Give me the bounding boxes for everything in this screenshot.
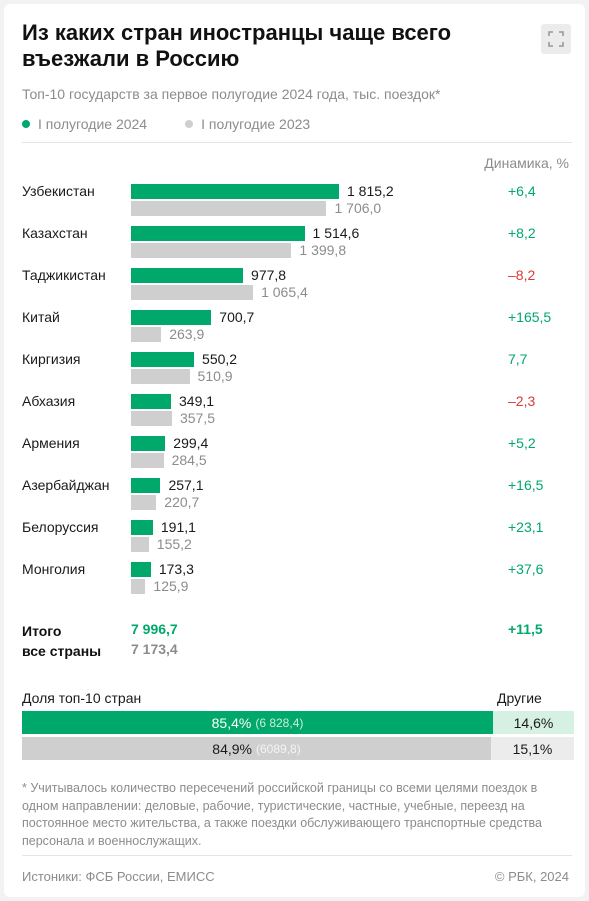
share-other-2023: 15,1%: [491, 737, 574, 760]
dynamics-value: 7,7: [508, 351, 528, 367]
share-label: Доля топ-10 стран: [22, 690, 142, 706]
bar-2023: [131, 411, 172, 426]
bar-2023: [131, 243, 292, 258]
value-label-2023: 510,9: [197, 368, 233, 384]
legend-item-2024: I полугодие 2024: [22, 116, 147, 132]
dynamics-value: +23,1: [508, 519, 544, 535]
bar-2024: [131, 184, 339, 199]
chart-title: Из каких стран иностранцы чаще всего въе…: [22, 20, 452, 71]
value-label-2024: 173,3: [158, 561, 194, 577]
legend: I полугодие 2024 I полугодие 2023: [22, 116, 310, 132]
legend-label-2024: I полугодие 2024: [38, 116, 148, 132]
share-main-abs-2024: (6 828,4): [255, 715, 304, 730]
expand-icon: [548, 31, 564, 47]
country-label: Армения: [22, 435, 80, 451]
bar-2024: [131, 562, 151, 577]
total-dynamics: +11,5: [508, 621, 543, 637]
country-label: Монголия: [22, 561, 86, 577]
share-main-2024: 85,4% (6 828,4): [22, 711, 493, 734]
bar-2023: [131, 579, 146, 594]
legend-item-2023: I полугодие 2023: [185, 116, 310, 132]
chart-card: Из каких стран иностранцы чаще всего въе…: [4, 4, 585, 897]
value-label-2023: 155,2: [156, 536, 192, 552]
dynamics-value: +8,2: [508, 225, 536, 241]
value-label-2023: 1 706,0: [334, 200, 382, 216]
others-label: Другие: [497, 690, 542, 706]
bar-2024: [131, 226, 305, 241]
country-label: Абхазия: [22, 393, 76, 409]
total-previous: 7 173,4: [131, 641, 178, 657]
value-label-2024: 550,2: [202, 351, 238, 367]
sources: Истоники: ФСБ России, ЕМИСС: [22, 869, 215, 884]
bar-2024: [131, 520, 153, 535]
value-label-2024: 1 514,6: [312, 225, 360, 241]
share-row-2023: 84,9% (6089,8) 15,1%: [22, 737, 574, 760]
value-label-2023: 1 399,8: [299, 242, 347, 258]
dynamics-value: +16,5: [508, 477, 544, 493]
country-label: Азербайджан: [22, 477, 110, 493]
share-other-pct-2023: 15,1%: [512, 740, 553, 757]
country-label: Казахстан: [22, 225, 88, 241]
value-label-2024: 1 815,2: [347, 183, 394, 199]
share-other-2024: 14,6%: [493, 711, 574, 734]
country-label: Киргизия: [22, 351, 81, 367]
value-label-2023: 357,5: [179, 410, 215, 426]
bar-2024: [131, 394, 171, 409]
share-main-pct-2023: 84,9%: [212, 740, 252, 757]
divider-bottom: [22, 855, 572, 856]
bar-2023: [131, 537, 149, 552]
total-label: Итого все страны: [22, 621, 101, 661]
legend-label-2023: I полугодие 2023: [201, 116, 311, 132]
value-label-2024: 191,1: [160, 519, 196, 535]
bar-2024: [131, 268, 244, 283]
value-label-2023: 220,7: [164, 494, 200, 510]
bar-2023: [131, 327, 162, 342]
bar-2024: [131, 436, 166, 451]
total-label-line1: Итого: [22, 623, 62, 639]
value-label-2024: 257,1: [168, 477, 204, 493]
copyright: © РБК, 2024: [494, 869, 569, 884]
country-label: Таджикистан: [22, 267, 106, 283]
bar-2024: [131, 352, 195, 367]
share-row-2024: 85,4% (6 828,4) 14,6%: [22, 711, 574, 734]
bar-2024: [131, 478, 161, 493]
bar-2023: [131, 453, 164, 468]
total-label-line2: все страны: [22, 643, 102, 659]
country-label: Узбекистан: [22, 183, 95, 199]
chart-subtitle: Топ-10 государств за первое полугодие 20…: [22, 86, 441, 102]
value-label-2024: 977,8: [251, 267, 287, 283]
dynamics-header: Динамика, %: [484, 155, 569, 171]
dynamics-value: +37,6: [508, 561, 544, 577]
country-label: Китай: [22, 309, 60, 325]
share-main-2023: 84,9% (6089,8): [22, 737, 491, 760]
bar-2023: [131, 201, 327, 216]
divider-top: [22, 142, 572, 143]
bar-2023: [131, 369, 190, 384]
legend-dot-2023: [185, 120, 194, 128]
dynamics-value: +165,5: [508, 309, 552, 325]
value-label-2024: 299,4: [173, 435, 209, 451]
value-label-2023: 263,9: [169, 326, 205, 342]
dynamics-value: +5,2: [508, 435, 536, 451]
dynamics-value: –8,2: [508, 267, 536, 283]
footnote: * Учитывалось количество пересечений рос…: [22, 781, 542, 848]
share-main-abs-2023: (6089,8): [256, 741, 301, 756]
share-main-pct-2024: 85,4%: [211, 714, 252, 731]
bar-2023: [131, 495, 157, 510]
legend-dot-2024: [22, 120, 30, 128]
value-label-2023: 284,5: [171, 452, 207, 468]
share-other-pct-2024: 14,6%: [513, 714, 554, 731]
value-label-2023: 1 065,4: [261, 284, 308, 300]
value-label-2023: 125,9: [153, 578, 189, 594]
total-current: 7 996,7: [131, 621, 178, 637]
bar-2024: [131, 310, 212, 325]
value-label-2024: 700,7: [219, 309, 255, 325]
bar-2023: [131, 285, 254, 300]
dynamics-value: –2,3: [508, 393, 536, 409]
expand-button[interactable]: [541, 24, 571, 54]
value-label-2024: 349,1: [179, 393, 215, 409]
dynamics-value: +6,4: [508, 183, 536, 199]
country-label: Белоруссия: [22, 519, 99, 535]
